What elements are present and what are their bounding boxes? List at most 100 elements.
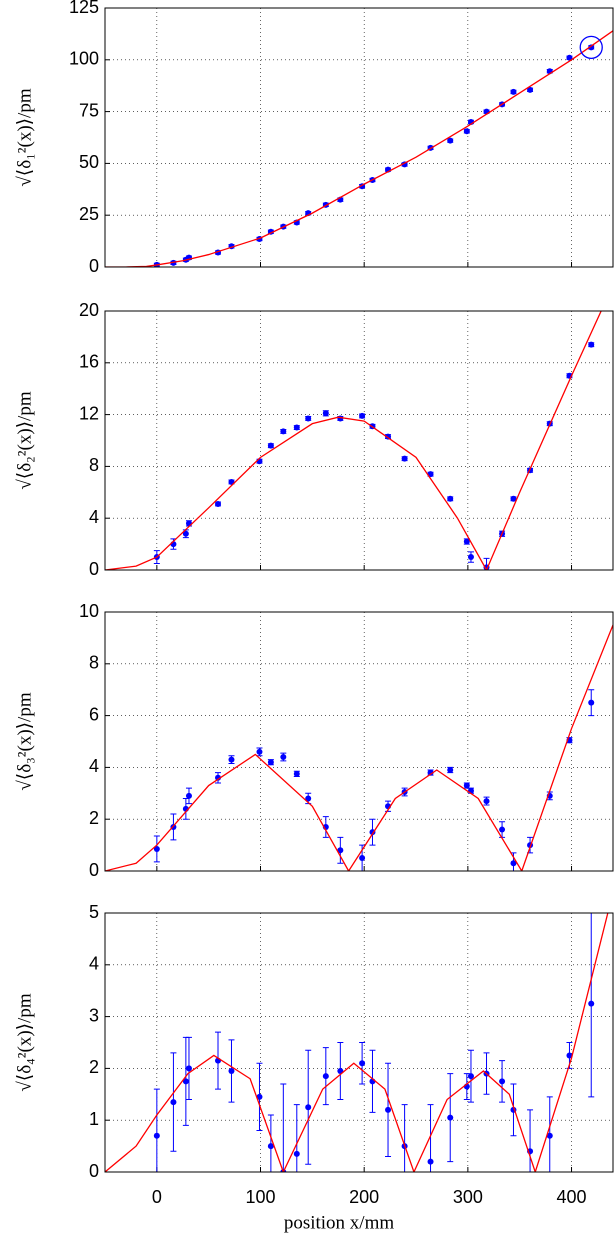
data-point — [305, 415, 312, 422]
data-point — [293, 1150, 300, 1157]
data-point — [483, 798, 490, 805]
data-point — [280, 754, 287, 761]
data-point — [182, 530, 189, 537]
data-point — [463, 538, 470, 545]
x-tick-label: 0 — [152, 1187, 162, 1207]
data-point — [447, 495, 454, 502]
data-point — [228, 756, 235, 763]
data-point — [588, 44, 595, 51]
data-point — [305, 795, 312, 802]
data-point — [267, 759, 274, 766]
data-point — [499, 826, 506, 833]
data-point — [185, 1065, 192, 1072]
error-bar — [280, 1083, 287, 1172]
axes-box — [104, 912, 614, 1173]
data-point — [185, 792, 192, 799]
y-tick-label: 50 — [79, 152, 99, 172]
data-point — [228, 1067, 235, 1074]
data-point — [293, 770, 300, 777]
data-point — [256, 1093, 263, 1100]
data-point — [153, 1132, 160, 1139]
y-tick-label: 3 — [89, 1005, 99, 1025]
data-point — [185, 520, 192, 527]
data-point — [385, 1106, 392, 1113]
data-point — [182, 1078, 189, 1085]
x-tick-label: 200 — [349, 1187, 379, 1207]
y-tick-label: 8 — [89, 653, 99, 673]
fit-line — [105, 311, 602, 570]
data-point — [510, 495, 517, 502]
data-point — [527, 86, 534, 93]
y-tick-label: 5 — [89, 902, 99, 922]
y-tick-label: 12 — [79, 403, 99, 423]
y-tick-label: 2 — [89, 1057, 99, 1077]
data-point — [359, 1060, 366, 1067]
data-point — [467, 554, 474, 561]
axes-box — [104, 310, 614, 571]
axes-box — [104, 611, 614, 872]
y-tick-label: 4 — [89, 507, 99, 527]
y-tick-label: 0 — [89, 1161, 99, 1181]
highlight-circle — [579, 35, 603, 60]
data-point — [467, 1073, 474, 1080]
y-tick-label: 2 — [89, 808, 99, 828]
y-tick-label: 4 — [89, 954, 99, 974]
y-tick-label: 0 — [89, 256, 99, 276]
data-point — [566, 54, 573, 61]
plot-area — [105, 311, 602, 570]
x-tick-label: 300 — [453, 1187, 483, 1207]
data-point — [267, 1143, 274, 1150]
fit-line — [105, 913, 609, 1172]
data-point — [566, 1052, 573, 1059]
data-point — [588, 699, 595, 706]
data-point — [170, 1099, 177, 1106]
data-point — [510, 860, 517, 867]
y-axis-label: √⟨δ₂²(x)⟩/pm — [14, 391, 35, 489]
data-point — [359, 855, 366, 862]
data-point — [447, 766, 454, 773]
data-point — [447, 1114, 454, 1121]
data-point — [427, 1158, 434, 1165]
data-point — [499, 1078, 506, 1085]
data-point — [267, 442, 274, 449]
y-tick-label: 4 — [89, 756, 99, 776]
y-tick-label: 6 — [89, 704, 99, 724]
data-point — [153, 845, 160, 852]
y-tick-label: 8 — [89, 455, 99, 475]
data-point — [510, 88, 517, 95]
data-point — [215, 774, 222, 781]
data-point — [280, 428, 287, 435]
data-point — [337, 847, 344, 854]
data-point — [337, 415, 344, 422]
data-point — [293, 424, 300, 431]
y-tick-label: 75 — [79, 100, 99, 120]
y-tick-label: 16 — [79, 352, 99, 372]
y-tick-label: 25 — [79, 204, 99, 224]
data-point — [463, 782, 470, 789]
data-point — [401, 455, 408, 462]
data-point — [322, 410, 329, 417]
data-point — [546, 1132, 553, 1139]
y-tick-label: 125 — [69, 0, 99, 17]
plot-area — [105, 913, 609, 1172]
y-axis-label: √⟨δ₁²(x)⟩/pm — [14, 88, 35, 186]
axes-box — [104, 7, 614, 268]
x-tick-label: 400 — [557, 1187, 587, 1207]
y-axis-label: √⟨δ₃²(x)⟩/pm — [14, 692, 35, 790]
fit-line — [105, 30, 613, 267]
plot-area — [105, 30, 613, 267]
data-point — [447, 137, 454, 144]
plot-area — [105, 624, 613, 871]
data-point — [463, 128, 470, 135]
data-point — [322, 1073, 329, 1080]
y-tick-label: 20 — [79, 300, 99, 320]
y-tick-label: 0 — [89, 559, 99, 579]
fit-line — [105, 624, 613, 871]
y-axis-label: √⟨δ₄²(x)⟩/pm — [14, 993, 35, 1091]
data-point — [305, 1104, 312, 1111]
x-tick-label: 100 — [245, 1187, 275, 1207]
data-point — [427, 769, 434, 776]
data-point — [215, 500, 222, 507]
y-tick-label: 0 — [89, 860, 99, 880]
